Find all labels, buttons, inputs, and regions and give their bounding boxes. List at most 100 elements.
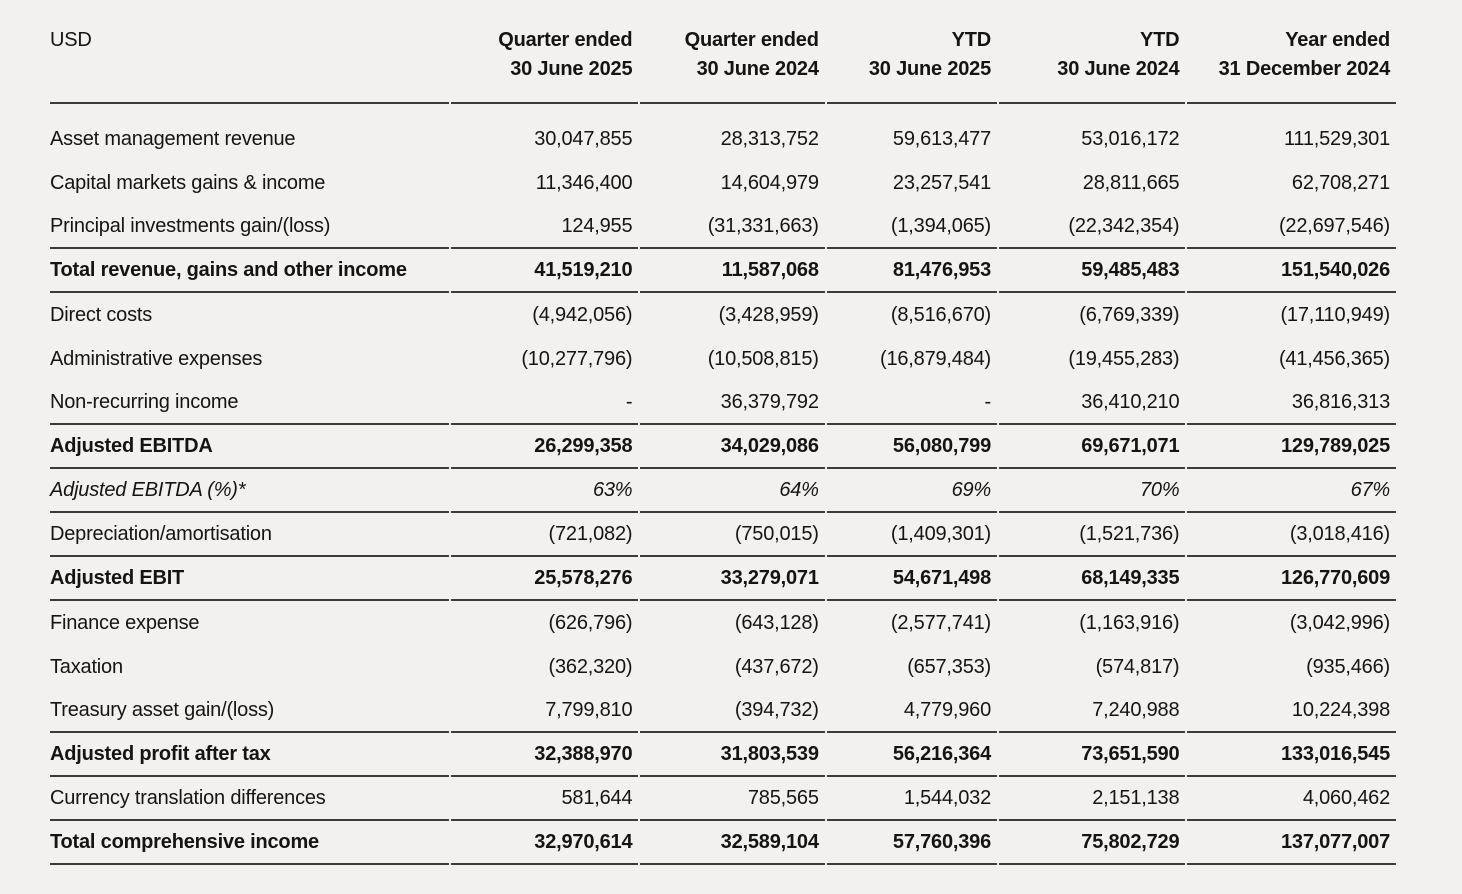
row-label: Adjusted EBITDA <box>50 425 449 469</box>
row-value: 28,811,665 <box>1082 171 1180 194</box>
table-row: Principal investments gain/(loss) 124,95… <box>50 205 1396 249</box>
column-header-line2: 30 June 2025 <box>868 58 992 80</box>
row-value: (10,277,796) <box>521 347 633 370</box>
row-value: 11,587,068 <box>640 249 825 293</box>
row-value: (41,456,365) <box>1278 347 1390 370</box>
row-label: Adjusted EBIT <box>50 557 449 601</box>
row-value: (16,879,484) <box>879 347 992 370</box>
table-row: Currency translation differences 581,644… <box>50 777 1396 821</box>
table-row: Adjusted EBITDA (%)* 63% 64% 69% 70% 67% <box>50 469 1396 513</box>
column-header-quarter-2024: Quarter ended 30 June 2024 <box>640 24 825 104</box>
row-value: 28,313,752 <box>720 127 819 150</box>
row-value: 75,802,729 <box>999 821 1186 865</box>
row-value: 30,047,855 <box>534 127 633 150</box>
row-value: 4,779,960 <box>826 689 998 733</box>
table-row: Capital markets gains & income 11,346,40… <box>50 161 1396 205</box>
row-value: (2,577,741) <box>890 611 992 634</box>
row-value: 34,029,086 <box>640 425 825 469</box>
row-value: 56,080,799 <box>826 425 998 469</box>
row-value: (721,082) <box>450 513 639 557</box>
row-value: 59,485,483 <box>999 249 1186 293</box>
row-value: 581,644 <box>450 777 639 821</box>
row-value: 1,544,032 <box>826 777 998 821</box>
row-value: (22,697,546) <box>1187 205 1396 249</box>
row-value: 111,529,301 <box>1283 127 1390 150</box>
column-header-line1: Quarter ended <box>684 29 819 51</box>
column-header-line1: YTD <box>951 29 992 51</box>
row-value: 36,379,792 <box>640 381 825 425</box>
table-row: Adjusted EBITDA 26,299,358 34,029,086 56… <box>50 425 1396 469</box>
row-value: (22,342,354) <box>999 205 1186 249</box>
row-value: (394,732) <box>640 689 825 733</box>
row-label: Adjusted profit after tax <box>50 733 449 777</box>
column-header-line2: 30 June 2024 <box>1057 58 1180 80</box>
column-header-line2: 30 June 2024 <box>696 58 819 80</box>
row-value: 7,799,810 <box>450 689 639 733</box>
table-row: Direct costs (4,942,056) (3,428,959) (8,… <box>50 293 1396 337</box>
row-value: (935,466) <box>1306 655 1390 678</box>
row-value: (4,942,056) <box>532 303 633 326</box>
table-row: Depreciation/amortisation (721,082) (750… <box>50 513 1396 557</box>
row-label: Finance expense <box>50 611 200 634</box>
row-value: (31,331,663) <box>640 205 825 249</box>
unit-label: USD <box>50 24 449 104</box>
row-value: (750,015) <box>640 513 825 557</box>
row-value: 59,613,477 <box>892 127 992 150</box>
table-row: Administrative expenses (10,277,796) (10… <box>50 337 1396 381</box>
row-value: (8,516,670) <box>890 303 992 326</box>
financial-results-page: USD Quarter ended 30 June 2025 Quarter e… <box>50 24 1396 865</box>
row-value: 4,060,462 <box>1187 777 1396 821</box>
row-value: 14,604,979 <box>720 171 819 194</box>
row-value: 67% <box>1187 469 1396 513</box>
table-row: Treasury asset gain/(loss) 7,799,810 (39… <box>50 689 1396 733</box>
row-value: 32,589,104 <box>640 821 825 865</box>
table-row: Total comprehensive income 32,970,614 32… <box>50 821 1396 865</box>
row-value: 73,651,590 <box>999 733 1186 777</box>
row-value: 69,671,071 <box>999 425 1186 469</box>
column-header-line2: 31 December 2024 <box>1218 58 1391 80</box>
row-value: (574,817) <box>1095 655 1180 678</box>
row-value: 54,671,498 <box>826 557 998 601</box>
row-label: Administrative expenses <box>50 347 263 370</box>
table-row: Adjusted EBIT 25,578,276 33,279,071 54,6… <box>50 557 1396 601</box>
table-body: Asset management revenue 30,047,855 28,3… <box>50 104 1396 865</box>
row-label: Treasury asset gain/(loss) <box>50 689 449 733</box>
row-label: Asset management revenue <box>50 127 296 150</box>
row-value: (3,018,416) <box>1187 513 1396 557</box>
row-value: 26,299,358 <box>450 425 639 469</box>
table-row: Asset management revenue 30,047,855 28,3… <box>50 117 1396 161</box>
table-header: USD Quarter ended 30 June 2025 Quarter e… <box>50 24 1396 104</box>
row-value: (10,508,815) <box>707 347 819 370</box>
row-label: Non-recurring income <box>50 381 449 425</box>
row-value: 32,388,970 <box>450 733 639 777</box>
table-row: Taxation (362,320) (437,672) (657,353) (… <box>50 645 1396 689</box>
row-label: Direct costs <box>50 303 153 326</box>
row-value: (643,128) <box>734 611 819 634</box>
row-label: Currency translation differences <box>50 777 449 821</box>
row-value: - <box>450 381 639 425</box>
row-value: 11,346,400 <box>535 171 633 194</box>
row-value: 25,578,276 <box>450 557 639 601</box>
table-row: Adjusted profit after tax 32,388,970 31,… <box>50 733 1396 777</box>
row-value: (3,428,959) <box>718 303 819 326</box>
row-value: 57,760,396 <box>826 821 998 865</box>
row-value: (657,353) <box>907 655 992 678</box>
row-value: 69% <box>826 469 998 513</box>
row-value: 81,476,953 <box>826 249 998 293</box>
row-value: 129,789,025 <box>1187 425 1396 469</box>
row-value: 23,257,541 <box>892 171 992 194</box>
row-value: (362,320) <box>548 655 633 678</box>
row-value: 785,565 <box>640 777 825 821</box>
row-value: 31,803,539 <box>640 733 825 777</box>
row-value: 63% <box>450 469 639 513</box>
row-value: (1,394,065) <box>826 205 998 249</box>
row-value: 70% <box>999 469 1186 513</box>
row-value: 133,016,545 <box>1187 733 1396 777</box>
row-value: (6,769,339) <box>1079 303 1180 326</box>
column-header-ytd-2024: YTD 30 June 2024 <box>999 24 1186 104</box>
table-row: Total revenue, gains and other income 41… <box>50 249 1396 293</box>
row-value: (626,796) <box>548 611 633 634</box>
row-label: Depreciation/amortisation <box>50 513 449 557</box>
row-value: 126,770,609 <box>1187 557 1396 601</box>
column-header-line2: 30 June 2025 <box>510 58 633 80</box>
